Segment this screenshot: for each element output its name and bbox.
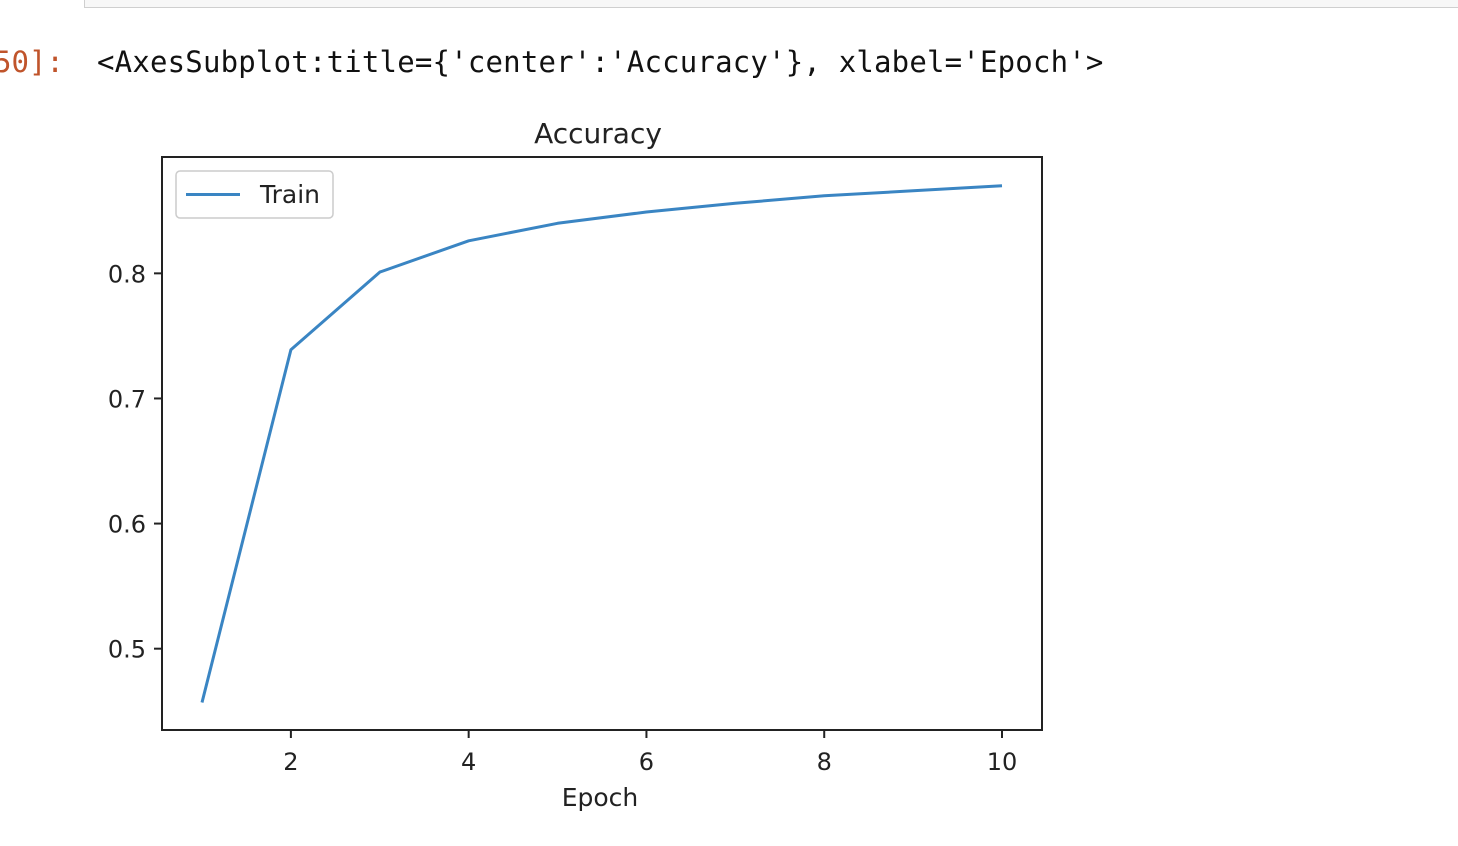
- legend-label-train: Train: [259, 180, 320, 209]
- x-tick-label: 4: [461, 748, 476, 776]
- previous-cell-input-area[interactable]: [84, 0, 1458, 8]
- chart-title: Accuracy: [534, 117, 662, 150]
- x-tick-label: 2: [283, 748, 298, 776]
- axes-frame: [161, 156, 1043, 731]
- y-tick-label: 0.5: [108, 636, 146, 664]
- x-tick-label: 10: [987, 748, 1018, 776]
- plot-marks: [200, 184, 1003, 703]
- y-tick-label: 0.7: [108, 385, 146, 413]
- chart-legend: Train: [175, 170, 334, 219]
- x-axis-ticks: 2 4 6 8 10: [283, 730, 1017, 776]
- y-axis-ticks: 0.5 0.6 0.7 0.8: [108, 260, 162, 664]
- output-prompt: 50]:: [0, 45, 64, 79]
- y-tick-label: 0.8: [108, 260, 146, 288]
- y-tick-label: 0.6: [108, 511, 146, 539]
- series-line-0: [200, 184, 1003, 703]
- x-axis-label: Epoch: [562, 783, 639, 812]
- output-repr-text: <AxesSubplot:title={'center':'Accuracy'}…: [97, 45, 1104, 79]
- x-tick-label: 8: [817, 748, 832, 776]
- x-tick-label: 6: [639, 748, 654, 776]
- legend-box: [175, 170, 334, 219]
